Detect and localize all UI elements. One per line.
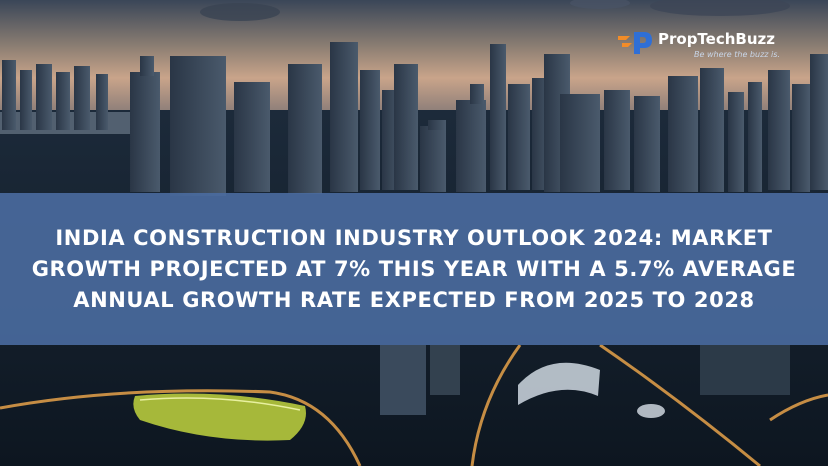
brand-name: PropTechBuzz — [658, 30, 775, 48]
logo[interactable]: PropTechBuzz Be where the buzz is. — [616, 30, 780, 60]
skyline-towers — [2, 42, 828, 196]
cloud — [570, 0, 630, 9]
headline: INDIA CONSTRUCTION INDUSTRY OUTLOOK 2024… — [31, 225, 797, 312]
headline-band: INDIA CONSTRUCTION INDUSTRY OUTLOOK 2024… — [0, 193, 828, 345]
cloud — [650, 0, 790, 16]
cloud — [200, 3, 280, 21]
tagline: Be where the buzz is. — [694, 50, 780, 59]
logo-mark-icon — [618, 32, 652, 54]
stadium — [133, 393, 306, 441]
lower-city — [380, 345, 790, 418]
lit-roads — [0, 343, 828, 466]
